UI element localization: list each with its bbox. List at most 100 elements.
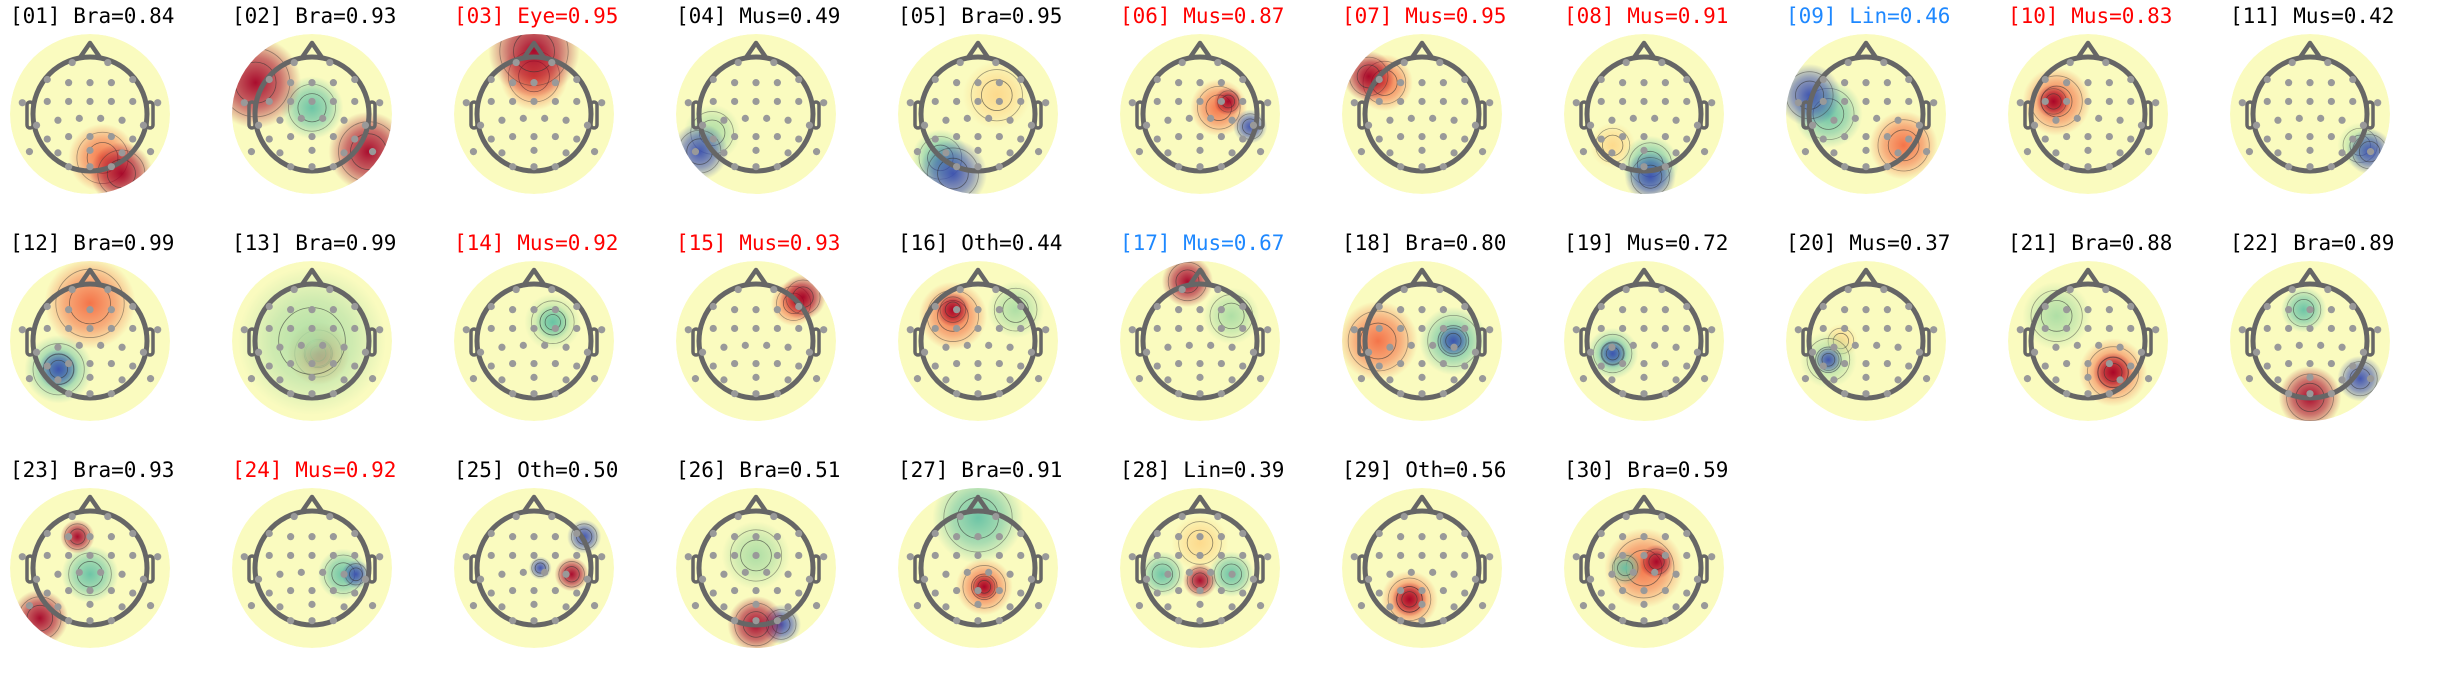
component-14[interactable]: [14] Mus=0.92 xyxy=(444,227,666,454)
component-24[interactable]: [24] Mus=0.92 xyxy=(222,454,444,681)
electrode xyxy=(731,359,739,368)
electrode xyxy=(1608,603,1616,611)
electrode xyxy=(2288,58,2296,67)
electrode xyxy=(329,533,337,541)
electrode xyxy=(2127,135,2135,143)
electrode xyxy=(1640,617,1648,625)
component-13[interactable]: [13] Bra=0.99 xyxy=(222,227,444,454)
electrode xyxy=(1629,341,1637,349)
electrode xyxy=(752,390,760,398)
electrode xyxy=(1175,551,1183,560)
electrode xyxy=(287,617,295,625)
electrode xyxy=(2095,114,2103,122)
electrode xyxy=(146,602,155,610)
component-12[interactable]: [12] Bra=0.99 xyxy=(0,227,222,454)
electrode xyxy=(953,617,961,625)
electrode xyxy=(287,390,295,398)
component-16[interactable]: [16] Oth=0.44 xyxy=(888,227,1110,454)
electrode xyxy=(763,341,771,349)
electrode xyxy=(1196,373,1204,381)
electrode xyxy=(551,306,559,314)
electrode xyxy=(1429,341,1437,349)
electrode xyxy=(462,553,470,561)
component-10[interactable]: [10] Mus=0.83 xyxy=(1998,0,2220,227)
electrode xyxy=(129,135,137,143)
electrode xyxy=(351,324,359,333)
component-9[interactable]: [09] Lin=0.46 xyxy=(1776,0,1998,227)
right-ear xyxy=(1255,100,1265,130)
electrode xyxy=(1135,148,1144,156)
component-8[interactable]: [08] Mus=0.91 xyxy=(1554,0,1776,227)
electrode xyxy=(1672,343,1680,351)
component-27[interactable]: [27] Bra=0.91 xyxy=(888,454,1110,681)
right-ear xyxy=(1477,100,1487,130)
component-26[interactable]: [26] Bra=0.51 xyxy=(666,454,888,681)
electrode xyxy=(795,97,803,106)
component-7[interactable]: [07] Mus=0.95 xyxy=(1332,0,1554,227)
electrode xyxy=(351,97,359,106)
topomap xyxy=(1786,34,1946,194)
electrode xyxy=(509,306,517,314)
component-4[interactable]: [04] Mus=0.49 xyxy=(666,0,888,227)
component-17[interactable]: [17] Mus=0.67 xyxy=(1110,227,1332,454)
electrode xyxy=(1683,589,1691,597)
electrode xyxy=(530,79,538,87)
electrode xyxy=(1397,79,1405,87)
electrode xyxy=(913,148,922,156)
topomap xyxy=(1120,34,1280,194)
electrode xyxy=(2041,302,2049,311)
nose xyxy=(1187,494,1213,515)
electrode xyxy=(2327,390,2335,398)
electrode xyxy=(1586,121,1595,129)
component-25[interactable]: [25] Oth=0.50 xyxy=(444,454,666,681)
component-15[interactable]: [15] Mus=0.93 xyxy=(666,227,888,454)
component-28[interactable]: [28] Lin=0.39 xyxy=(1110,454,1332,681)
activation-blob xyxy=(1213,87,1243,116)
electrode xyxy=(1017,75,1025,84)
electrode xyxy=(1640,146,1648,154)
electrode xyxy=(1640,132,1648,141)
electrode xyxy=(1608,116,1616,124)
component-29[interactable]: [29] Oth=0.56 xyxy=(1332,454,1554,681)
electrode xyxy=(942,603,950,611)
component-6[interactable]: [06] Mus=0.87 xyxy=(1110,0,1332,227)
electrode xyxy=(118,570,126,578)
component-30[interactable]: [30] Bra=0.59 xyxy=(1554,454,1776,681)
component-21[interactable]: [21] Bra=0.88 xyxy=(1998,227,2220,454)
right-ear xyxy=(1477,327,1487,357)
electrode xyxy=(2073,341,2081,349)
electrode xyxy=(476,121,485,129)
electrode xyxy=(1397,132,1405,141)
electrode xyxy=(1478,148,1487,156)
component-label: [18] Bra=0.80 xyxy=(1342,231,1507,255)
electrode xyxy=(1375,75,1383,84)
component-3[interactable]: [03] Eye=0.95 xyxy=(444,0,666,227)
component-label: [21] Bra=0.88 xyxy=(2008,231,2173,255)
component-22[interactable]: [22] Bra=0.89 xyxy=(2220,227,2438,454)
electrode xyxy=(65,324,73,333)
electrode xyxy=(583,121,592,129)
left-ear xyxy=(1357,327,1367,357)
component-23[interactable]: [23] Bra=0.93 xyxy=(0,454,222,681)
electrode xyxy=(1672,116,1680,124)
electrode xyxy=(995,533,1003,541)
electrode xyxy=(2306,132,2314,141)
nose xyxy=(743,494,769,515)
electrode xyxy=(953,324,961,333)
component-5[interactable]: [05] Bra=0.95 xyxy=(888,0,1110,227)
electrode xyxy=(86,146,94,154)
electrode xyxy=(1619,79,1627,87)
electrode xyxy=(107,390,115,398)
component-1[interactable]: [01] Bra=0.84 xyxy=(0,0,222,227)
electrode xyxy=(2073,114,2081,122)
electrode xyxy=(2327,163,2335,171)
component-11[interactable]: [11] Mus=0.42 xyxy=(2220,0,2438,227)
electrode xyxy=(75,568,83,576)
component-2[interactable]: [02] Bra=0.93 xyxy=(222,0,444,227)
electrode xyxy=(1819,97,1827,106)
component-19[interactable]: [19] Mus=0.72 xyxy=(1554,227,1776,454)
electrode xyxy=(1471,121,1480,129)
component-18[interactable]: [18] Bra=0.80 xyxy=(1332,227,1554,454)
electrode xyxy=(139,121,148,129)
component-20[interactable]: [20] Mus=0.37 xyxy=(1776,227,1998,454)
